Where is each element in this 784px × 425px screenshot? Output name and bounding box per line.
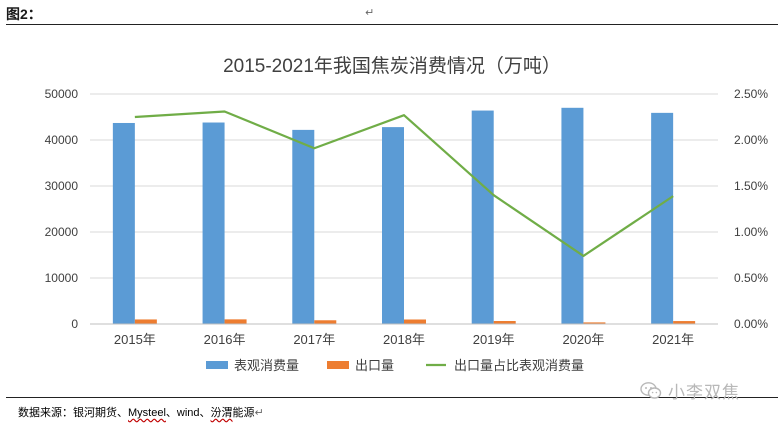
x-tick-label: 2021年 [652,332,694,347]
y-left-tick-label: 50000 [45,87,79,101]
y-right-tick-label: 0.50% [734,271,768,285]
y-right-tick-label: 0.00% [734,317,768,331]
paragraph-mark-icon: ↵ [365,7,375,19]
bar-exports [673,321,696,324]
y-right-tick-label: 1.00% [734,225,768,239]
y-left-tick-label: 20000 [45,225,79,239]
watermark-text: 小李双焦 [668,383,740,402]
x-tick-label: 2019年 [473,332,515,347]
source-fenwei: 汾渭 [210,407,233,419]
legend-label: 表观消费量 [234,358,299,373]
bar-apparent-consumption [382,127,404,325]
y-left-tick-label: 10000 [45,271,79,285]
bottom-rule [6,397,778,398]
x-tick-labels: 2015年 2016年 2017年 2018年 2019年 2020年 2021年 [90,323,718,347]
bar-exports [314,320,337,324]
x-tick-label: 2018年 [383,332,425,347]
bar-exports [404,319,426,324]
y-right-tick-labels: 0.00% 0.50% 1.00% 1.50% 2.00% 2.50% [734,87,768,331]
paragraph-mark-icon: ↵ [254,407,264,419]
bar-apparent-consumption [112,122,135,324]
source-suffix: 能源 [232,407,255,419]
source-mysteel: Mysteel [128,407,166,419]
legend-label: 出口量占比表观消费量 [454,358,584,373]
bar-apparent-consumption [561,107,584,324]
x-tick-label: 2020年 [562,332,604,347]
y-left-tick-labels: 0 10000 20000 30000 40000 50000 [45,87,79,331]
x-tick-label: 2017年 [293,332,335,347]
legend-swatch [206,361,228,369]
bar-exports [583,322,606,324]
y-left-tick-label: 40000 [45,133,79,147]
bar-apparent-consumption [471,110,494,324]
source-mid: 、wind、 [165,407,211,419]
source-note: 数据来源：银河期货、Mysteel、wind、汾渭能源↵ [18,404,264,420]
y-left-tick-label: 30000 [45,179,79,193]
bar-exports [493,321,516,324]
legend-label: 出口量 [355,358,394,373]
top-rule [6,24,778,25]
bar-exports [224,319,247,324]
bar-apparent-consumption [292,129,315,324]
bar-apparent-consumption [202,122,225,325]
source-prefix: 数据来源：银河期货、 [18,407,128,419]
figure-label: 图2： [6,6,42,22]
y-right-tick-label: 2.50% [734,87,768,101]
bar-apparent-consumption [651,112,674,324]
x-tick-label: 2016年 [204,332,246,347]
y-right-tick-label: 1.50% [734,179,768,193]
y-right-tick-label: 2.00% [734,133,768,147]
y-left-tick-label: 0 [71,317,78,331]
bar-exports [134,319,157,324]
legend-swatch [327,361,349,369]
chart-title: 2015-2021年我国焦炭消费情况（万吨） [223,55,561,77]
x-tick-label: 2015年 [114,332,156,347]
bars [112,107,696,325]
watermark: 小李双焦 [640,378,740,403]
ratio-line [134,110,674,258]
legend: 表观消费量 出口量 出口量占比表观消费量 [206,358,584,373]
wechat-icon [640,381,662,399]
